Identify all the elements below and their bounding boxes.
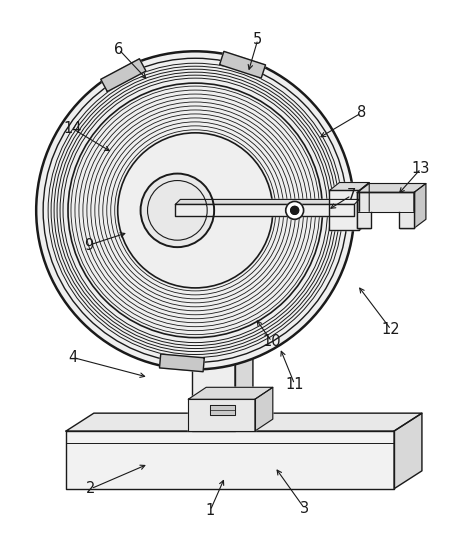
Polygon shape xyxy=(329,183,369,190)
Polygon shape xyxy=(219,51,265,78)
Text: 7: 7 xyxy=(346,188,356,203)
Polygon shape xyxy=(66,431,394,489)
Text: 3: 3 xyxy=(300,501,309,516)
Circle shape xyxy=(34,50,356,372)
Polygon shape xyxy=(210,405,235,415)
Polygon shape xyxy=(160,354,204,372)
Circle shape xyxy=(286,201,304,219)
Polygon shape xyxy=(205,292,234,300)
Polygon shape xyxy=(192,357,235,431)
Text: 10: 10 xyxy=(263,334,281,349)
Polygon shape xyxy=(235,345,253,431)
Polygon shape xyxy=(222,292,234,357)
Polygon shape xyxy=(371,212,399,229)
Text: 4: 4 xyxy=(68,350,78,365)
Circle shape xyxy=(291,206,299,214)
Circle shape xyxy=(141,174,214,247)
Polygon shape xyxy=(357,183,426,193)
Text: 13: 13 xyxy=(412,161,430,176)
Polygon shape xyxy=(192,345,253,357)
Text: 9: 9 xyxy=(84,238,93,252)
Polygon shape xyxy=(188,399,255,431)
Polygon shape xyxy=(414,183,426,228)
Text: 14: 14 xyxy=(64,121,82,137)
Circle shape xyxy=(36,51,354,369)
Text: 8: 8 xyxy=(356,106,366,120)
Polygon shape xyxy=(175,205,354,217)
Polygon shape xyxy=(359,183,369,230)
Polygon shape xyxy=(329,190,359,230)
Polygon shape xyxy=(188,387,273,399)
Polygon shape xyxy=(101,59,146,91)
Text: 12: 12 xyxy=(382,322,401,337)
Polygon shape xyxy=(175,200,359,205)
Text: 6: 6 xyxy=(114,42,123,57)
Polygon shape xyxy=(66,413,422,431)
Text: 2: 2 xyxy=(86,481,96,496)
Text: 11: 11 xyxy=(285,377,304,392)
Text: 5: 5 xyxy=(253,32,263,47)
Text: 1: 1 xyxy=(206,503,215,518)
Polygon shape xyxy=(357,212,371,228)
Polygon shape xyxy=(255,387,273,431)
Polygon shape xyxy=(205,300,222,357)
Polygon shape xyxy=(394,413,422,489)
Polygon shape xyxy=(399,212,414,228)
Polygon shape xyxy=(357,193,414,228)
